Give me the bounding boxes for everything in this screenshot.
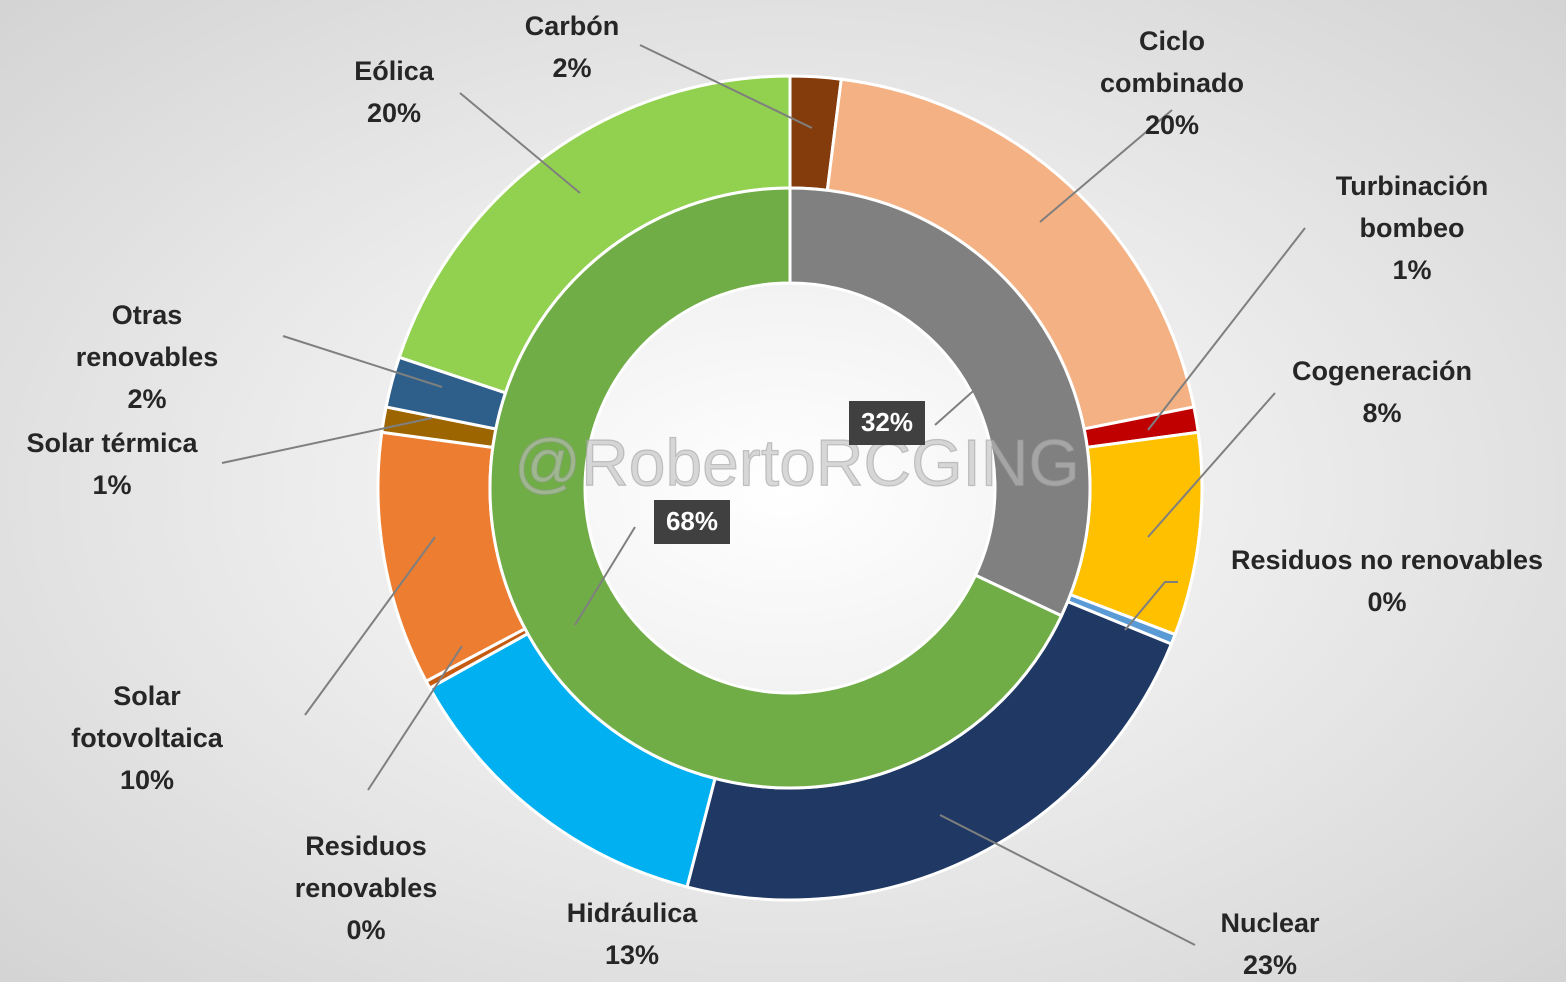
- labels: Carbón 2% Ciclo combinado 20% Turbinación bomb…: [26, 11, 1543, 980]
- value-label: 68%: [666, 506, 718, 536]
- rings: [376, 74, 1204, 902]
- leader-line: [282, 335, 443, 388]
- slice: [488, 186, 1064, 790]
- value-label: 8%: [1362, 398, 1401, 428]
- slice-label: Hidráulica: [567, 898, 699, 928]
- value-label: 1%: [92, 470, 131, 500]
- slice-label: Residuos no renovables: [1231, 545, 1543, 575]
- leader-line: [459, 92, 581, 194]
- value-label: 2%: [552, 53, 591, 83]
- leader-line: [1124, 581, 1178, 631]
- label-box: [849, 401, 925, 445]
- slice-label: Cogeneración: [1292, 356, 1472, 386]
- value-label: 20%: [367, 98, 421, 128]
- slice-label: Solar fotovoltaica: [71, 681, 224, 753]
- value-label: 0%: [346, 915, 385, 945]
- value-label: 23%: [1243, 950, 1297, 980]
- leader-line: [367, 645, 463, 791]
- leader-line: [1147, 392, 1276, 538]
- value-label: 20%: [1145, 110, 1199, 140]
- leaders: [221, 44, 1306, 946]
- slice-label: Ciclo combinado: [1100, 26, 1244, 98]
- slice-label: Residuos renovables: [295, 831, 438, 903]
- value-label: 10%: [120, 765, 174, 795]
- slice-label: Carbón: [525, 11, 620, 41]
- slice-label: Solar térmica: [26, 428, 198, 458]
- value-label: 2%: [127, 384, 166, 414]
- value-label: 13%: [605, 940, 659, 970]
- leader-line: [574, 526, 636, 626]
- leader-line: [1147, 227, 1306, 431]
- watermark: @RobertoRCGING: [514, 425, 1080, 499]
- slice: [788, 186, 1092, 618]
- leader-line: [934, 384, 981, 426]
- leader-line: [939, 814, 1196, 946]
- slice-label: Turbinación bombeo: [1336, 171, 1489, 243]
- value-label: 1%: [1392, 255, 1431, 285]
- leader-line: [639, 44, 813, 129]
- leader-line: [304, 536, 436, 716]
- value-label: 0%: [1367, 587, 1406, 617]
- slice-label: Nuclear: [1220, 908, 1320, 938]
- leader-line: [1039, 109, 1173, 223]
- value-label: 32%: [861, 407, 913, 437]
- label-box: [654, 500, 730, 544]
- slice-label: Eólica: [354, 56, 435, 86]
- slice-label: Otras renovables: [76, 300, 219, 372]
- leader-line: [221, 417, 433, 464]
